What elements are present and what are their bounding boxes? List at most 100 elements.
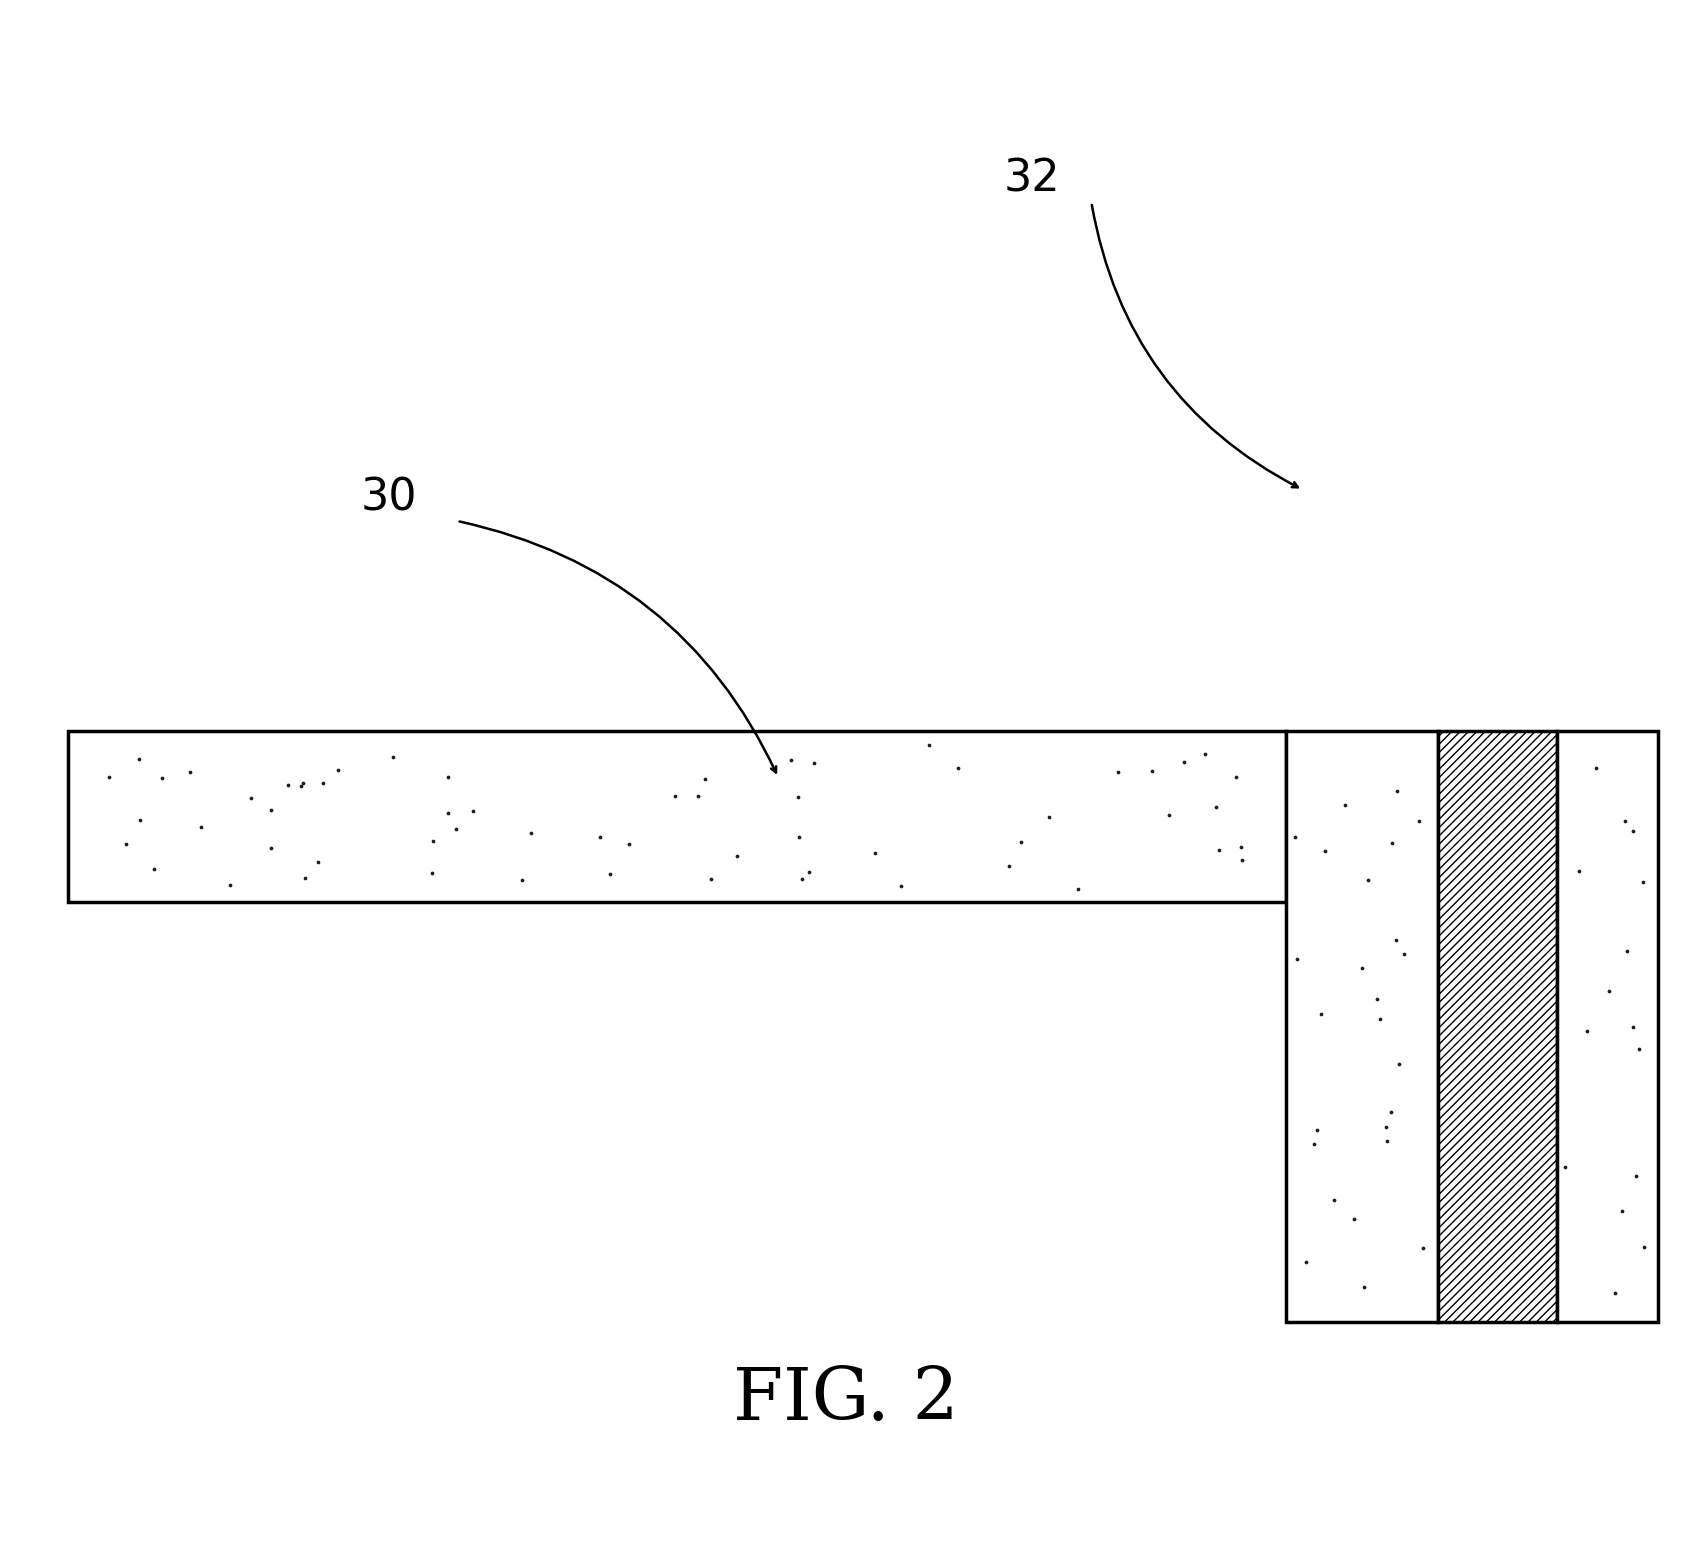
Point [1409, 1236, 1437, 1261]
Point [944, 756, 971, 781]
Point [1308, 1001, 1335, 1026]
Point [662, 784, 689, 809]
Point [1404, 809, 1431, 833]
Point [518, 819, 545, 844]
Point [274, 773, 301, 798]
Point [1596, 978, 1623, 1003]
Text: 30: 30 [360, 476, 418, 519]
Point [1281, 824, 1308, 849]
Point [1377, 1099, 1404, 1124]
Point [1284, 945, 1311, 970]
Bar [1557, 731, 1658, 1322]
Point [1629, 1235, 1656, 1260]
Point [325, 757, 352, 782]
Point [1354, 868, 1381, 893]
Point [1574, 1019, 1601, 1043]
Point [112, 830, 139, 855]
Point [1332, 793, 1359, 818]
Point [1609, 1199, 1636, 1224]
Point [1305, 1118, 1332, 1143]
Point [778, 748, 805, 773]
Point [1228, 835, 1255, 860]
Point [1350, 1275, 1377, 1300]
Point [697, 866, 724, 891]
Point [1623, 1163, 1650, 1188]
Point [1582, 756, 1609, 781]
Point [1349, 956, 1376, 981]
Point [379, 745, 406, 770]
Point [1228, 847, 1255, 872]
Bar [68, 731, 1286, 902]
Point [1619, 1015, 1646, 1040]
Point [915, 732, 942, 757]
Point [1374, 1129, 1401, 1154]
Point [1384, 779, 1411, 804]
Point [685, 784, 712, 809]
Point [1156, 802, 1183, 827]
Point [1391, 941, 1418, 966]
Bar [1286, 731, 1438, 1322]
Point [1386, 1051, 1413, 1076]
Point [788, 866, 816, 891]
Point [1565, 858, 1592, 883]
Point [257, 837, 284, 861]
Point [140, 857, 168, 882]
Point [785, 784, 812, 809]
Point [176, 759, 203, 784]
Point [1611, 809, 1638, 833]
Point [127, 809, 154, 833]
Point [800, 751, 827, 776]
Point [305, 849, 332, 874]
Point [616, 832, 643, 857]
Point [1293, 1250, 1320, 1275]
Point [1008, 829, 1036, 854]
Point [1311, 838, 1338, 863]
Point [289, 770, 316, 795]
Point [125, 746, 152, 771]
Point [257, 798, 284, 823]
Point [418, 860, 445, 885]
Point [1299, 1130, 1327, 1155]
Point [1367, 1006, 1394, 1031]
Point [1139, 759, 1166, 784]
Point [96, 764, 124, 788]
Point [795, 860, 822, 885]
Point [459, 798, 486, 823]
Point [433, 765, 460, 790]
Point [1205, 837, 1232, 861]
Point [596, 861, 623, 886]
Point [217, 872, 244, 897]
Point [861, 841, 888, 866]
Point [1191, 742, 1218, 767]
Point [1614, 938, 1641, 963]
Point [1382, 927, 1409, 952]
Point [1064, 875, 1091, 900]
Point [188, 815, 215, 840]
Point [587, 824, 614, 849]
Point [1036, 805, 1063, 830]
Point [310, 770, 337, 795]
Point [420, 829, 447, 854]
Point [1552, 1155, 1579, 1180]
Point [1619, 818, 1646, 843]
Point [1340, 1207, 1367, 1232]
Point [291, 866, 318, 891]
Point [1105, 760, 1132, 785]
Point [1223, 765, 1250, 790]
Point [1602, 1280, 1629, 1305]
Point [722, 843, 750, 868]
Point [508, 868, 535, 893]
Point [995, 854, 1022, 879]
Point [887, 874, 914, 899]
Point [435, 801, 462, 826]
Point [785, 824, 812, 849]
Point [1203, 795, 1230, 819]
Point [288, 774, 315, 799]
Point [692, 767, 719, 791]
Point [1626, 1036, 1653, 1061]
Point [1320, 1186, 1347, 1211]
Text: 32: 32 [1003, 157, 1061, 201]
Point [1364, 986, 1391, 1011]
Point [1372, 1115, 1399, 1140]
Point [443, 816, 470, 841]
